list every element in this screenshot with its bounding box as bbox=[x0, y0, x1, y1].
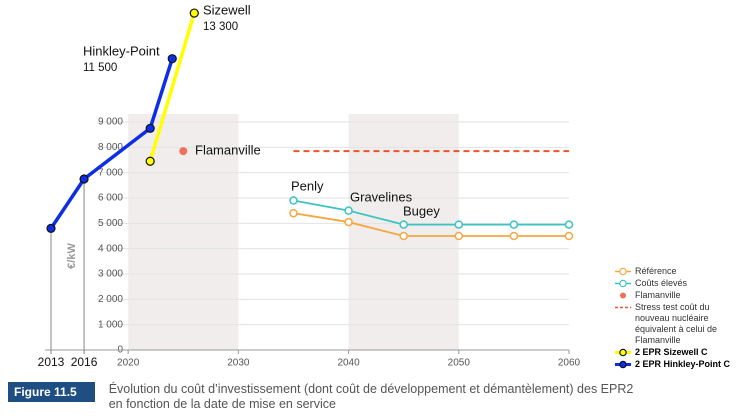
x-tick-label: 2030 bbox=[227, 358, 250, 369]
legend-marker bbox=[619, 348, 627, 357]
legend: Référence Coûts élevés Flamanville Stress t… bbox=[614, 266, 744, 371]
y-axis-label: €/kW bbox=[66, 243, 78, 269]
point bbox=[145, 123, 155, 133]
point bbox=[454, 220, 464, 229]
x-tick-label: 2050 bbox=[448, 358, 471, 369]
point bbox=[564, 231, 574, 241]
point bbox=[344, 206, 353, 215]
annotation: Bugey bbox=[403, 203, 440, 218]
x-tick-label: 2020 bbox=[117, 358, 140, 369]
point bbox=[564, 220, 574, 229]
series-line bbox=[148, 12, 196, 162]
legend-label: Flamanville bbox=[635, 290, 681, 300]
y-tick-label: 2 000 bbox=[98, 294, 123, 305]
y-tick-label: 1 000 bbox=[98, 319, 123, 330]
series-line bbox=[49, 58, 174, 230]
point bbox=[179, 147, 188, 156]
legend-swatch bbox=[615, 279, 631, 288]
point bbox=[399, 220, 408, 229]
caption-line: Évolution du coût d’investissement (dont… bbox=[108, 382, 634, 396]
y-tick-label: 6 000 bbox=[98, 193, 123, 204]
annotation: Hinkley-Point bbox=[83, 43, 160, 58]
legend-entry: Référence bbox=[614, 266, 744, 277]
annotation: 13 300 bbox=[203, 21, 238, 33]
figure-label: Figure 11.5 bbox=[8, 382, 95, 402]
point bbox=[509, 220, 519, 229]
legend-marker bbox=[619, 360, 627, 369]
point bbox=[289, 208, 298, 218]
y-tick-label: 4 000 bbox=[98, 243, 123, 254]
annotation: Flamanville bbox=[195, 142, 261, 157]
y-tick-label: 7 000 bbox=[98, 167, 123, 178]
legend-swatch bbox=[620, 292, 626, 299]
point bbox=[289, 196, 298, 205]
point bbox=[79, 174, 89, 184]
legend-entry: 2 EPR Sizewell C bbox=[614, 347, 744, 358]
legend-label: Coûts élevés bbox=[635, 278, 688, 288]
point bbox=[509, 231, 519, 241]
legend-swatch bbox=[615, 306, 631, 309]
y-tick-label: 5 000 bbox=[98, 218, 123, 229]
y-tick-label: 3 000 bbox=[98, 269, 123, 280]
series-line bbox=[293, 212, 569, 237]
legend-label: 2 EPR Sizewell C bbox=[635, 347, 708, 357]
legend-swatch bbox=[615, 267, 631, 276]
y-tick-label: 9 000 bbox=[98, 117, 123, 128]
x-tick-label: 2060 bbox=[558, 358, 581, 369]
caption: Figure 11.5 Évolution du coût d’investis… bbox=[8, 382, 633, 412]
point bbox=[399, 231, 408, 241]
annotation: 11 500 bbox=[83, 62, 117, 74]
x-tick-label: 2016 bbox=[71, 355, 98, 369]
annotation: Gravelines bbox=[350, 189, 413, 204]
point bbox=[167, 54, 177, 64]
legend-label: Référence bbox=[635, 266, 677, 276]
legend-swatch bbox=[615, 348, 631, 357]
caption-line: en fonction de la date de mise en servic… bbox=[108, 397, 336, 411]
x-tick-label: 2013 bbox=[38, 355, 65, 369]
annotation: Sizewell bbox=[203, 2, 251, 17]
annotation: Penly bbox=[291, 178, 324, 193]
legend-marker bbox=[619, 279, 627, 288]
legend-marker bbox=[620, 292, 626, 299]
y-tick-label: 8 000 bbox=[98, 142, 123, 153]
point bbox=[344, 217, 353, 227]
caption-text: Évolution du coût d’investissement (dont… bbox=[109, 382, 634, 412]
legend-label: Stress test coût du nouveau nucléaire éq… bbox=[635, 302, 718, 345]
point bbox=[454, 231, 464, 241]
legend-label: 2 EPR Hinkley-Point C bbox=[635, 359, 731, 369]
point bbox=[145, 156, 155, 166]
legend-entry: 2 EPR Hinkley-Point C bbox=[614, 359, 744, 370]
legend-swatch bbox=[615, 360, 631, 369]
point bbox=[189, 8, 199, 18]
legend-entry: Coûts élevés bbox=[614, 278, 744, 289]
series-line bbox=[293, 199, 569, 226]
point bbox=[46, 223, 56, 233]
legend-entry: Flamanville bbox=[614, 290, 744, 301]
x-tick-label: 2040 bbox=[337, 358, 360, 369]
legend-marker bbox=[619, 267, 627, 276]
legend-entry: Stress test coût du nouveau nucléaire éq… bbox=[614, 302, 744, 346]
